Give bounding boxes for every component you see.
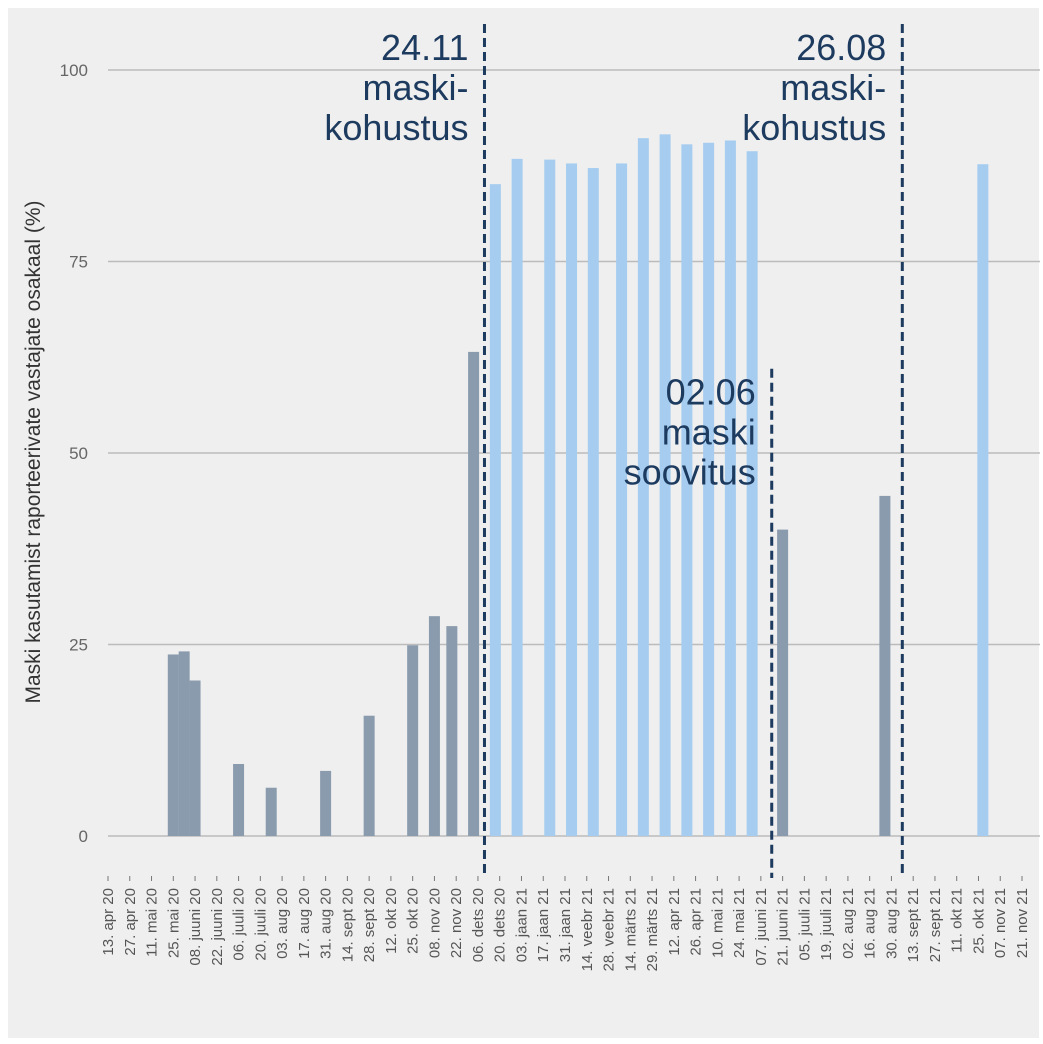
- bar: [703, 142, 715, 836]
- x-tick-label: 29. märts 21: [644, 888, 661, 971]
- bar: [746, 151, 758, 837]
- x-tick-label: 14. veebr 21: [579, 888, 596, 971]
- bars: [167, 134, 989, 837]
- bar: [189, 680, 201, 836]
- annotation-text: maski: [662, 412, 756, 453]
- bar: [233, 763, 245, 836]
- bar: [320, 770, 332, 836]
- bar: [616, 163, 628, 836]
- annotations: 24.11maski-kohustus26.08maski-kohustus02…: [324, 24, 904, 878]
- bar: [428, 616, 440, 836]
- annotation-text: kohustus: [324, 107, 468, 148]
- x-tick-label: 31. aug 20: [318, 888, 335, 959]
- x-tick-label: 31. jaan 21: [557, 888, 574, 962]
- x-tick-label: 11. okt 21: [949, 888, 966, 953]
- x-tick-label: 03. aug 20: [274, 888, 291, 959]
- annotation-text: maski-: [362, 67, 468, 108]
- y-tick-label: 0: [79, 827, 88, 846]
- x-tick-label: 24. mai 21: [731, 888, 748, 958]
- x-tick-label: 14. sept 20: [339, 888, 356, 962]
- x-tick-label: 28. sept 20: [361, 888, 378, 962]
- y-axis-title: Maski kasutamist raporteerivate vastajat…: [22, 200, 45, 703]
- annotation-text: soovitus: [624, 452, 756, 493]
- x-tick-label: 03. jaan 21: [513, 888, 530, 962]
- x-tick-label: 30. aug 21: [883, 888, 900, 959]
- bar: [511, 158, 523, 836]
- x-tick-label: 06. juuli 20: [231, 888, 248, 961]
- x-tick-label: 19. juuli 21: [818, 888, 835, 961]
- bar: [566, 163, 578, 836]
- x-tick-label: 12. okt 20: [383, 888, 400, 954]
- bar: [178, 651, 190, 836]
- y-tick-label: 75: [69, 253, 88, 272]
- x-tick-label: 13. sept 21: [905, 888, 922, 962]
- bar: [977, 164, 989, 836]
- bar: [167, 654, 179, 836]
- bar: [724, 140, 736, 837]
- y-tick-label: 100: [60, 61, 88, 80]
- bar: [777, 529, 789, 836]
- bar: [265, 787, 277, 836]
- x-tick-label: 08. juuni 20: [187, 888, 204, 966]
- bar: [587, 168, 599, 837]
- annotation-text: 02.06: [666, 372, 756, 413]
- x-tick-label: 06. dets 20: [470, 888, 487, 962]
- x-tick-label: 25. okt 20: [405, 888, 422, 954]
- x-tick-label: 22. nov 20: [448, 888, 465, 958]
- x-tick-label: 07. nov 21: [992, 888, 1009, 958]
- x-tick-label: 17. jaan 21: [535, 888, 552, 962]
- x-tick-label: 27. sept 21: [927, 888, 944, 962]
- x-tick-label: 08. nov 20: [426, 888, 443, 958]
- bar: [544, 159, 556, 836]
- x-tick-label: 17. aug 20: [296, 888, 313, 959]
- x-tick-label: 12. apr 21: [666, 888, 683, 956]
- bar: [879, 495, 891, 836]
- plot-background: [8, 8, 1039, 1038]
- x-tick-label: 21. juuni 21: [775, 888, 792, 966]
- x-tick-label: 20. dets 20: [492, 888, 509, 962]
- annotation-text: 26.08: [796, 27, 886, 68]
- annotation-text: 24.11: [381, 27, 468, 68]
- annotation-text: kohustus: [742, 107, 886, 148]
- x-tick-label: 11. mai 20: [144, 888, 161, 957]
- x-tick-label: 20. juuli 20: [252, 888, 269, 961]
- bar: [489, 184, 501, 836]
- x-tick-label: 25. mai 20: [165, 888, 182, 958]
- bar: [446, 626, 458, 836]
- annotation-text: maski-: [780, 67, 886, 108]
- y-tick-label: 50: [69, 444, 88, 463]
- x-tick-label: 21. nov 21: [1014, 888, 1031, 958]
- bar: [681, 144, 693, 836]
- x-tick-label: 14. märts 21: [622, 888, 639, 971]
- x-tick-label: 27. apr 20: [122, 888, 139, 956]
- x-tick-label: 02. aug 21: [840, 888, 857, 959]
- x-tick-label: 25. okt 21: [970, 888, 987, 954]
- x-tick-label: 07. juuni 21: [753, 888, 770, 966]
- x-axis-ticks: 13. apr 20 27. apr 20 11. mai 20 25. mai 20…: [100, 876, 1031, 971]
- x-tick-label: 22. juuni 20: [209, 888, 226, 966]
- x-tick-label: 16. aug 21: [862, 888, 879, 959]
- x-tick-label: 13. apr 20: [100, 888, 117, 956]
- y-axis-ticks: 0 25 50 75 100: [60, 61, 88, 846]
- bar: [659, 134, 671, 836]
- y-tick-label: 25: [69, 636, 88, 655]
- bar: [637, 138, 649, 836]
- x-tick-label: 10. mai 21: [709, 888, 726, 958]
- bar: [363, 715, 375, 836]
- x-tick-label: 05. juuli 21: [796, 888, 813, 961]
- x-tick-label: 28. veebr 21: [601, 888, 618, 971]
- bar: [468, 351, 480, 836]
- bar: [407, 645, 419, 836]
- x-tick-label: 26. apr 21: [688, 888, 705, 956]
